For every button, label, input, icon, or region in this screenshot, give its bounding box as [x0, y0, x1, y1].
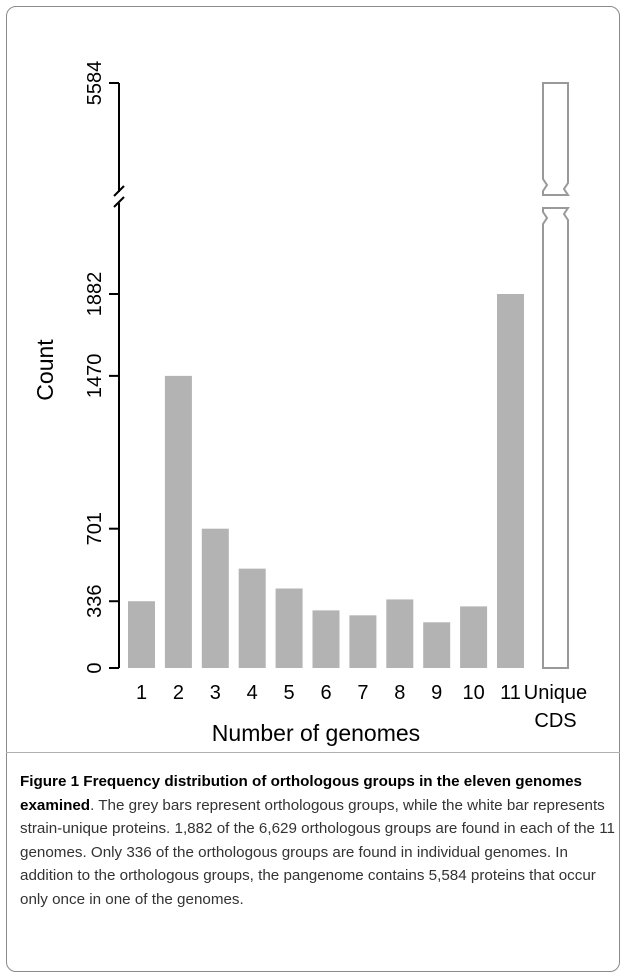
- x-tick-label: 7: [357, 682, 368, 704]
- bar-chart: 1 2 3 4 5 6 7 8 9 10 11 Unique CDS 0 336 701 1470 1882 55…: [32, 61, 587, 746]
- y-axis-title: Count: [32, 339, 58, 401]
- x-tick-label: 5: [284, 682, 295, 704]
- figure-caption: Figure 1 Frequency distribution of ortho…: [20, 770, 615, 911]
- bar: [164, 375, 192, 668]
- y-tick-label: 701: [84, 512, 106, 545]
- y-tick-labels: 0 336 701 1470 1882 5584: [84, 61, 106, 674]
- y-tick-label: 5584: [84, 61, 106, 106]
- x-axis-title: Number of genomes: [212, 720, 420, 746]
- bars: [128, 294, 524, 668]
- caption-title: Figure 1 Frequency distribution of ortho…: [20, 773, 582, 814]
- unique-cds-bar-upper: [542, 82, 570, 196]
- bar: [423, 622, 451, 668]
- axis-break-mark: [113, 185, 125, 197]
- y-tick-label: 1882: [84, 272, 106, 317]
- bar: [238, 568, 266, 668]
- x-tick-label: 9: [431, 682, 442, 704]
- bar: [312, 610, 340, 668]
- x-tick-label: 8: [394, 682, 405, 704]
- unique-cds-bar-lower: [542, 207, 570, 669]
- x-tick-label: 1: [136, 682, 147, 704]
- x-tick-label: 10: [462, 682, 484, 704]
- x-tick-label: 2: [173, 682, 184, 704]
- x-tick-label: 3: [210, 682, 221, 704]
- y-tick-label: 336: [84, 585, 106, 618]
- y-tick-label: 1470: [84, 354, 106, 399]
- x-tick-label: 11: [500, 682, 521, 704]
- bar: [460, 606, 488, 668]
- x-tick-label: CDS: [534, 710, 576, 732]
- axis-break-mark: [113, 196, 125, 208]
- x-tick-label: 4: [247, 682, 258, 704]
- bar: [275, 588, 303, 668]
- bar: [128, 601, 155, 668]
- unique-cds-bar-group: [542, 82, 570, 669]
- bar: [201, 528, 229, 668]
- x-tick-labels: 1 2 3 4 5 6 7 8 9 10 11 Unique CDS: [136, 682, 587, 732]
- x-tick-label: Unique: [524, 682, 587, 704]
- x-tick-label: 6: [320, 682, 331, 704]
- caption-text: . The grey bars represent orthologous gr…: [20, 796, 615, 908]
- caption-divider: [6, 752, 620, 753]
- y-tick-label: 0: [84, 662, 106, 673]
- bar: [497, 294, 524, 668]
- y-axis: [109, 82, 125, 669]
- bar: [349, 615, 377, 668]
- bar: [386, 599, 414, 668]
